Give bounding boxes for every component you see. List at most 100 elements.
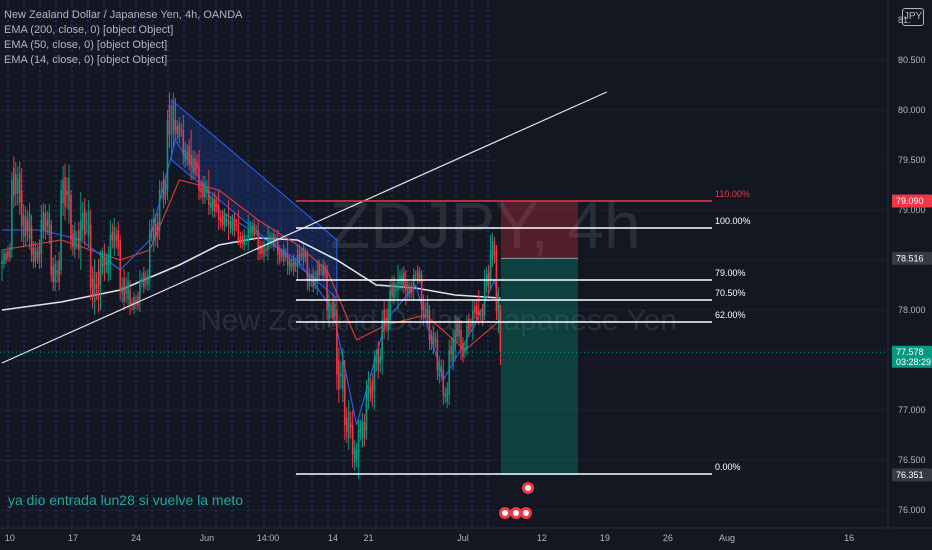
candle-body xyxy=(13,168,15,196)
candle-body xyxy=(284,253,287,257)
ema50-legend[interactable]: EMA (50, close, 0) [object Object] xyxy=(4,39,168,51)
candle-body xyxy=(211,198,214,212)
candle-body xyxy=(184,148,187,162)
candle-body xyxy=(282,248,285,262)
candle-body xyxy=(493,244,496,256)
candle-body xyxy=(375,357,378,363)
candle-body xyxy=(462,343,464,357)
ema200-legend[interactable]: EMA (200, close, 0) [object Object] xyxy=(4,24,174,36)
time-tick-label: 14:00 xyxy=(257,533,280,543)
candle-body xyxy=(178,122,181,138)
candle-body xyxy=(424,309,427,311)
price-axis[interactable]: 76.00076.50077.00077.50078.00078.50079.0… xyxy=(0,0,932,530)
candle-body xyxy=(233,218,236,232)
candle-body xyxy=(454,330,456,350)
time-axis[interactable]: 10 17 24 Jun 14:00 14 21 Jul 12 19 26 Aug 16 xyxy=(0,527,932,543)
candle-body xyxy=(121,286,123,294)
event-markers[interactable] xyxy=(499,482,534,519)
candle-body xyxy=(245,239,248,241)
candle-body xyxy=(397,280,399,290)
candle-body xyxy=(340,373,342,377)
candle-body xyxy=(481,309,484,321)
candle-body xyxy=(324,266,326,274)
event-marker-dot xyxy=(513,510,519,516)
candle-body xyxy=(190,155,192,165)
candle-body xyxy=(385,317,387,323)
candle-body xyxy=(426,302,429,318)
price-tag xyxy=(892,251,932,265)
candle-body xyxy=(186,151,188,159)
candle-body xyxy=(158,190,161,230)
event-marker-dot xyxy=(502,510,508,516)
candle-body xyxy=(11,180,13,250)
candle-body xyxy=(93,271,96,303)
price-tick-label: 76.000 xyxy=(898,505,926,515)
candle-body xyxy=(452,338,454,362)
candle-body xyxy=(322,264,324,276)
symbol-title[interactable]: New Zealand Dollar / Japanese Yen, 4h, O… xyxy=(4,9,243,21)
currency-badge[interactable]: JPY xyxy=(902,8,924,26)
candle-body xyxy=(389,290,391,320)
candle-body xyxy=(367,379,370,401)
candle-body xyxy=(91,278,94,296)
candle-body xyxy=(300,253,303,257)
candle-body xyxy=(5,253,7,260)
candle-body xyxy=(117,230,120,248)
candle-body xyxy=(483,280,486,315)
candle-body xyxy=(265,249,267,251)
candle-body xyxy=(446,388,449,402)
candle-body xyxy=(247,230,250,240)
candle-body xyxy=(196,161,198,169)
time-tick-label: Jun xyxy=(200,533,215,543)
candle-body xyxy=(192,157,194,173)
candle-body xyxy=(448,350,450,395)
candle-body xyxy=(277,240,279,255)
candle-body xyxy=(221,214,224,226)
candle-body xyxy=(72,233,74,247)
candle-body xyxy=(227,220,230,225)
candle-body xyxy=(288,260,291,270)
candle-body xyxy=(271,237,273,243)
candle-body xyxy=(414,274,417,276)
candle-body xyxy=(263,243,265,257)
candle-body xyxy=(206,187,208,193)
ema14-legend[interactable]: EMA (14, close, 0) [object Object] xyxy=(4,54,168,66)
bar-countdown: 03:28:29 xyxy=(896,357,931,367)
candle-body xyxy=(351,425,354,455)
candle-body xyxy=(432,332,435,348)
candle-body xyxy=(213,198,216,212)
candle-body xyxy=(328,300,330,320)
candle-body xyxy=(7,251,9,258)
candle-body xyxy=(194,158,196,172)
chart-note[interactable]: ya dio entrada lun28 si vuelve la meto xyxy=(8,492,244,508)
fibonacci-retracement[interactable]: 110.00% 100.00% 79.00% 70.50% 62.00% 0.00% xyxy=(296,189,751,475)
short-position-tool[interactable] xyxy=(501,201,578,475)
candle-body xyxy=(52,265,55,283)
candle-body xyxy=(475,305,478,315)
time-tick-label: 17 xyxy=(68,533,78,543)
candle-body xyxy=(103,251,106,273)
candle-body xyxy=(460,330,462,350)
candle-body xyxy=(14,173,17,195)
candle-body xyxy=(470,323,472,327)
candle-body xyxy=(154,223,157,237)
candle-body xyxy=(115,235,118,241)
descending-channel[interactable] xyxy=(170,98,338,300)
candle-body xyxy=(109,235,112,265)
candle-body xyxy=(363,422,366,438)
candle-body xyxy=(225,218,228,222)
price-tag xyxy=(892,194,932,208)
candle-body xyxy=(58,260,60,282)
candle-body xyxy=(85,222,88,224)
candle-body xyxy=(235,224,238,226)
candle-body xyxy=(152,218,155,242)
candle-body xyxy=(251,226,253,234)
candle-body xyxy=(113,226,116,248)
candle-body xyxy=(204,183,206,197)
time-tick-label: 19 xyxy=(600,533,610,543)
candle-body xyxy=(146,274,149,286)
candle-body xyxy=(255,229,257,231)
candle-body xyxy=(489,250,492,280)
time-tick-label: 16 xyxy=(844,533,854,543)
